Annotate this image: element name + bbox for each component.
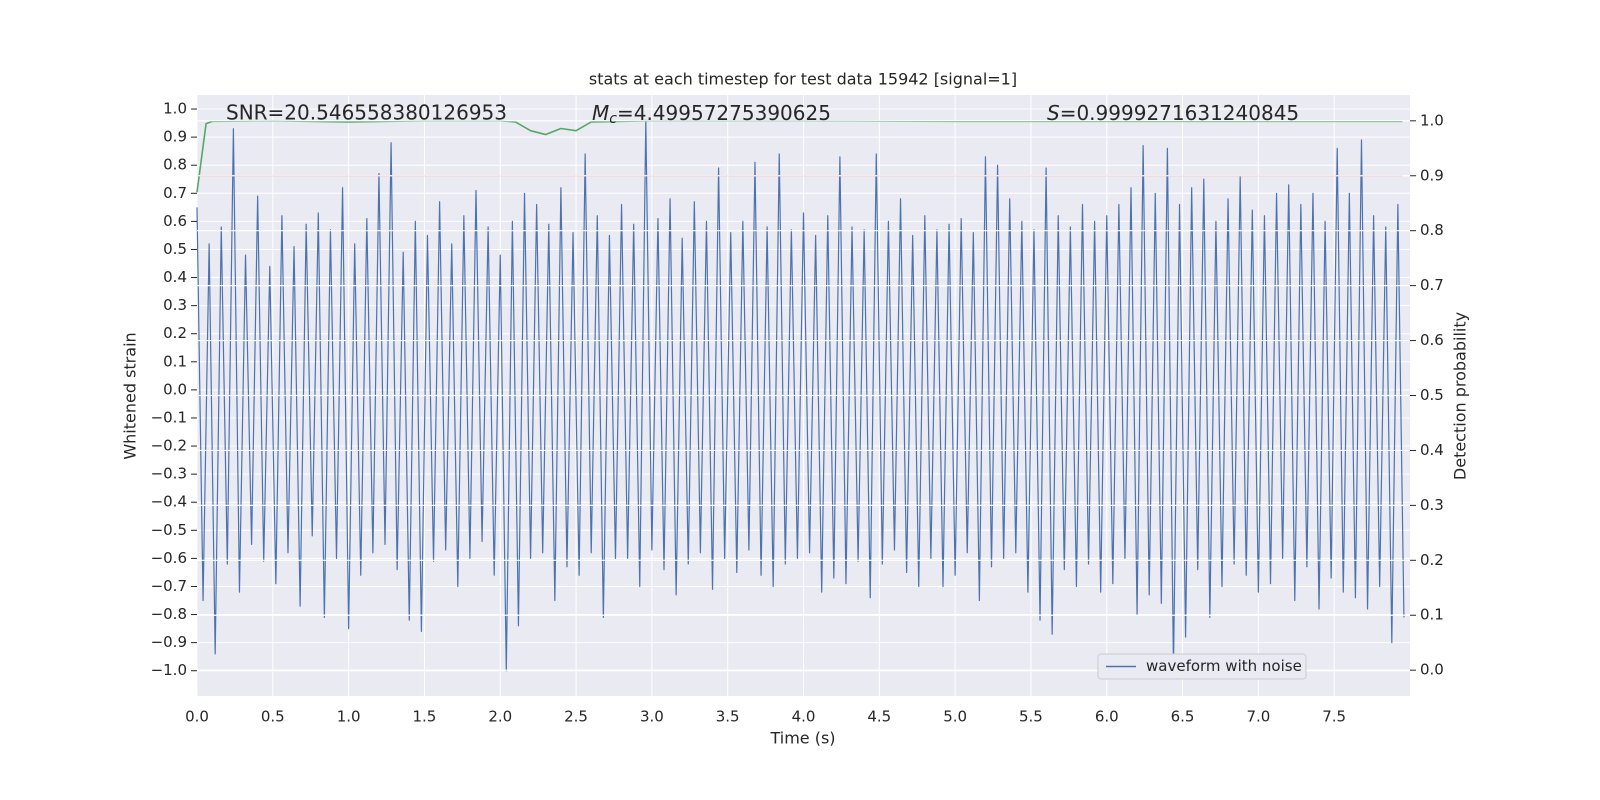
annotation-text: =4.49957275390625 bbox=[617, 101, 831, 125]
x-tick-label: 4.0 bbox=[792, 708, 816, 726]
grid2 bbox=[197, 120, 1410, 671]
y-tick-label: 0.8 bbox=[163, 156, 187, 174]
y-tick-label: −0.9 bbox=[151, 633, 187, 651]
y2-tick-label: 0.7 bbox=[1420, 276, 1444, 294]
y2-tick-label: 1.0 bbox=[1420, 111, 1444, 129]
x-tick-label: 0.0 bbox=[185, 708, 209, 726]
y-tick-label: −0.2 bbox=[151, 437, 187, 455]
annotation-subscript: c bbox=[609, 111, 617, 127]
annotation: SNR=20.546558380126953 bbox=[226, 101, 507, 125]
x-tick-label: 6.0 bbox=[1095, 708, 1119, 726]
annotation-text: =0.9999271631240845 bbox=[1060, 101, 1299, 125]
x-tick-label: 3.0 bbox=[640, 708, 664, 726]
x-tick-label: 5.0 bbox=[943, 708, 967, 726]
y-tick-label: −0.7 bbox=[151, 577, 187, 595]
x-tick-label: 1.5 bbox=[413, 708, 437, 726]
x-tick-label: 0.5 bbox=[261, 708, 285, 726]
y2-axis-label: Detection probability bbox=[1451, 312, 1470, 480]
y2-tick-label: 0.5 bbox=[1420, 386, 1444, 404]
x-tick-label: 3.5 bbox=[716, 708, 740, 726]
y-tick-label: 0.7 bbox=[163, 184, 187, 202]
y2-tick-label: 0.0 bbox=[1420, 661, 1444, 679]
line bbox=[196, 119, 1405, 672]
x-tick-label: 7.0 bbox=[1246, 708, 1270, 726]
y-tick-label: −0.5 bbox=[151, 521, 187, 539]
chart-title: stats at each timestep for test data 159… bbox=[589, 70, 1017, 89]
y-tick-label: −0.1 bbox=[151, 408, 187, 426]
y-tick-label: −0.6 bbox=[151, 549, 187, 567]
y-tick-label: 0.2 bbox=[163, 324, 187, 342]
y-tick-label: −1.0 bbox=[151, 661, 187, 679]
y2-tick-label: 0.4 bbox=[1420, 441, 1444, 459]
legend-label: waveform with noise bbox=[1146, 657, 1302, 675]
ticks: 0.0 0.5 1.0 1.5 2.0 2.5 3.0 3.5 4.0 4.5 5.0 5.5 6.0 6… bbox=[151, 100, 1444, 726]
annotation-symbol: S bbox=[1047, 101, 1060, 125]
y2-tick-label: 0.1 bbox=[1420, 606, 1444, 624]
annotation: S=0.9999271631240845 bbox=[1047, 101, 1299, 125]
y-tick-label: −0.8 bbox=[151, 605, 187, 623]
y-axis-label: Whitened strain bbox=[121, 332, 140, 459]
y-tick-label: 0.6 bbox=[163, 212, 187, 230]
y-tick-label: 0.1 bbox=[163, 352, 187, 370]
annotation-symbol: M bbox=[592, 101, 609, 125]
y-tick-label: 1.0 bbox=[163, 100, 187, 118]
legend: waveform with noise bbox=[1097, 653, 1307, 680]
x-tick-label: 4.5 bbox=[867, 708, 891, 726]
legend-box bbox=[1097, 653, 1307, 680]
x-tick-label: 5.5 bbox=[1019, 708, 1043, 726]
y2-tick-label: 0.9 bbox=[1420, 166, 1444, 184]
y-tick-label: 0.9 bbox=[163, 128, 187, 146]
y-tick-label: 0.3 bbox=[163, 296, 187, 314]
y-tick-label: 0.5 bbox=[163, 240, 187, 258]
x-tick-label: 7.5 bbox=[1322, 708, 1346, 726]
annotation: Mc=4.49957275390625 bbox=[592, 101, 831, 128]
x-axis-label: Time (s) bbox=[769, 729, 835, 748]
y2-tick-label: 0.8 bbox=[1420, 221, 1444, 239]
x-tick-label: 2.0 bbox=[488, 708, 512, 726]
x-tick-label: 2.5 bbox=[564, 708, 588, 726]
y2-tick-label: 0.6 bbox=[1420, 331, 1444, 349]
y-tick-label: −0.3 bbox=[151, 465, 187, 483]
y2-tick-label: 0.3 bbox=[1420, 496, 1444, 514]
y-tick-label: −0.4 bbox=[151, 493, 187, 511]
y-tick-label: 0.0 bbox=[163, 380, 187, 398]
x-tick-label: 1.0 bbox=[337, 708, 361, 726]
y2-tick-label: 0.2 bbox=[1420, 551, 1444, 569]
x-tick-label: 6.5 bbox=[1171, 708, 1195, 726]
y-tick-label: 0.4 bbox=[163, 268, 187, 286]
